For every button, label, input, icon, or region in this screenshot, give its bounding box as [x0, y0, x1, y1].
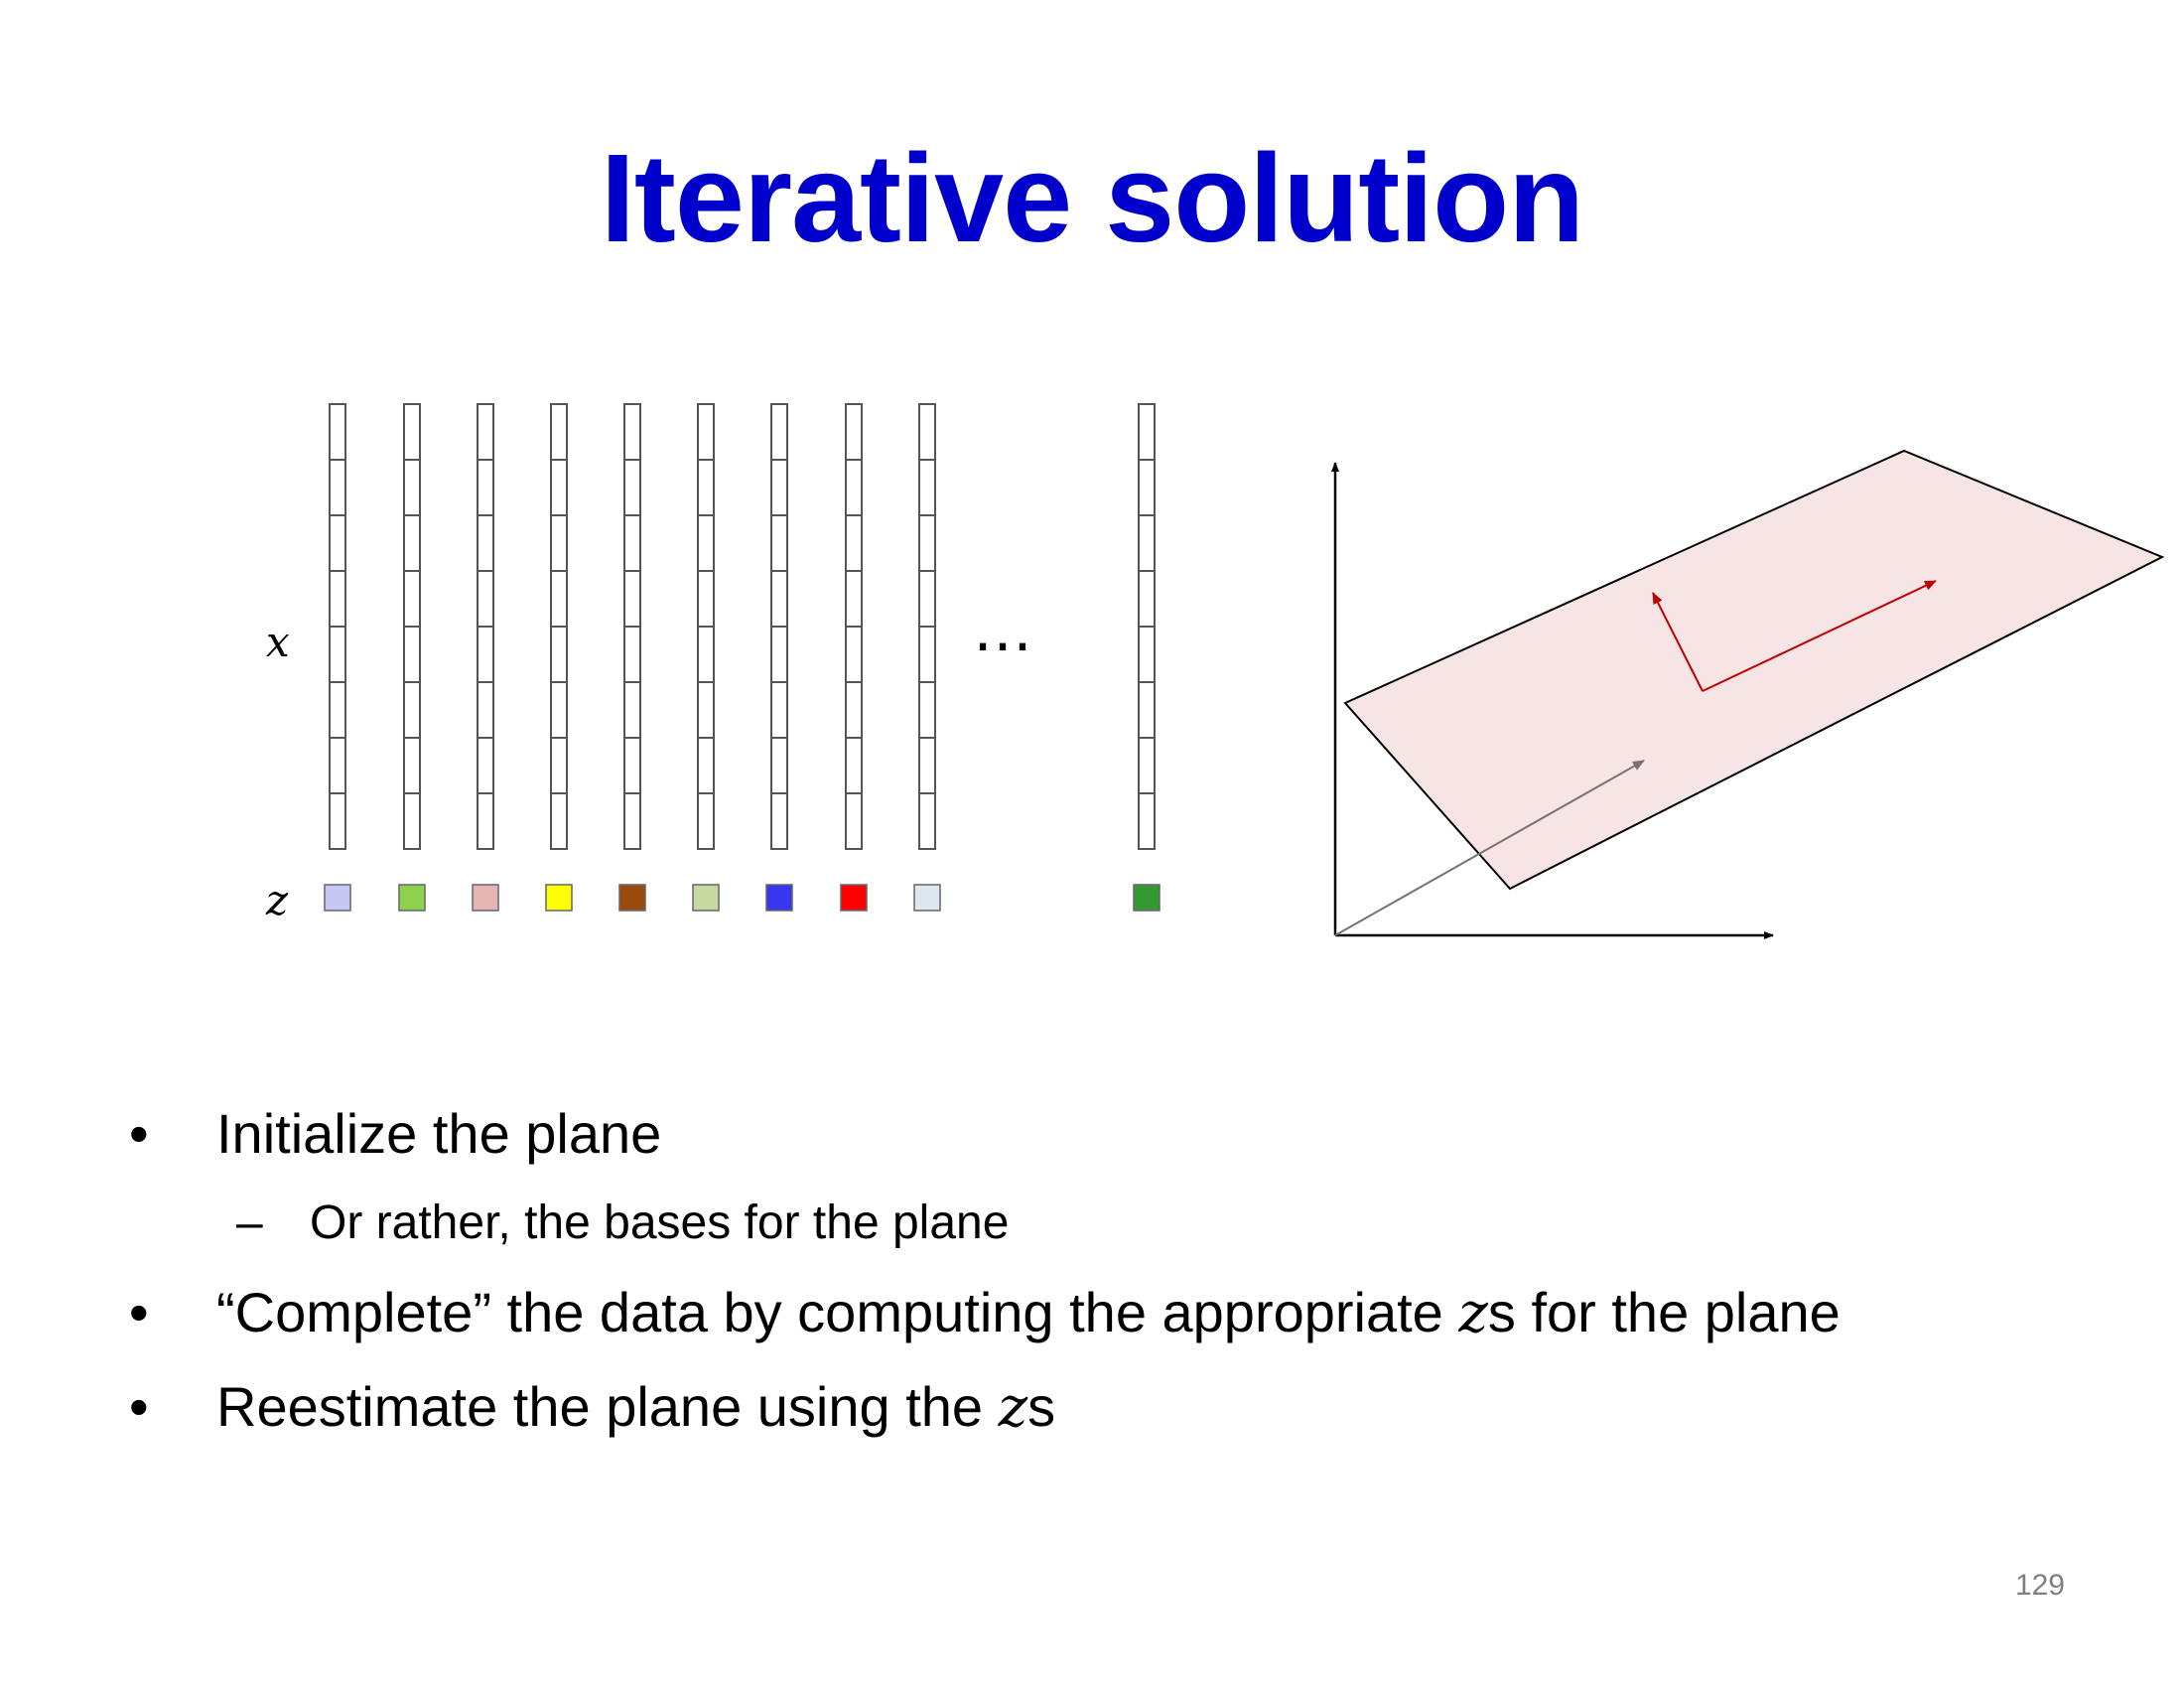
- z-color-box: [618, 884, 646, 912]
- z-color-box: [545, 884, 573, 912]
- plane-plot: [1331, 449, 2165, 939]
- data-column-vector: [623, 403, 641, 850]
- z-color-box: [765, 884, 793, 912]
- bullet-marker: •: [129, 1281, 149, 1343]
- z-value-boxes: [324, 884, 1160, 912]
- z-label: z: [266, 876, 289, 924]
- principal-plane: [1343, 449, 2165, 891]
- z-color-box: [913, 884, 941, 912]
- basis-vector-1: [1652, 592, 1704, 692]
- data-column-vector: [1138, 403, 1156, 850]
- x-label: x: [266, 618, 290, 666]
- ellipsis: …: [973, 596, 1036, 665]
- math-z: z: [998, 1375, 1028, 1440]
- data-column-vector: [845, 403, 863, 850]
- z-color-box: [324, 884, 351, 912]
- data-column-vector: [403, 403, 421, 850]
- data-column-vector: [918, 403, 936, 850]
- bullet-marker: •: [129, 1375, 149, 1438]
- data-column-vector: [697, 403, 715, 850]
- bullet-list: • Initialize the plane – Or rather, the …: [129, 1087, 2115, 1455]
- bullet-text: Initialize the plane: [216, 1102, 662, 1165]
- data-column-vector: [770, 403, 788, 850]
- basis-vector-2: [1702, 580, 1937, 692]
- page-number: 129: [2014, 1569, 2065, 1602]
- data-column-vector: [329, 403, 346, 850]
- bullet-text-pre: “Complete” the data by computing the app…: [216, 1281, 1459, 1343]
- sub-bullet-item: – Or rather, the bases for the plane: [129, 1181, 2115, 1266]
- bullet-item: • Reestimate the plane using the zs: [129, 1360, 2115, 1455]
- bullet-item: • Initialize the plane: [129, 1087, 2115, 1181]
- bullet-text-pre: Reestimate the plane using the: [216, 1375, 999, 1438]
- math-z: z: [1458, 1281, 1488, 1345]
- z-axis: [1334, 760, 1645, 936]
- dash-marker: –: [236, 1196, 263, 1249]
- data-column-vector: [477, 403, 494, 850]
- slide-title: Iterative solution: [600, 128, 1584, 268]
- z-color-box: [840, 884, 868, 912]
- data-vector-columns: [329, 403, 1156, 850]
- sub-bullet-text: Or rather, the bases for the plane: [310, 1196, 1010, 1249]
- bullet-item: • “Complete” the data by computing the a…: [129, 1266, 2115, 1360]
- bullet-marker: •: [129, 1102, 149, 1165]
- z-color-box: [1133, 884, 1160, 912]
- z-color-box: [472, 884, 499, 912]
- data-column-vector: [550, 403, 568, 850]
- z-color-box: [692, 884, 720, 912]
- bullet-text-post: s for the plane: [1487, 1281, 1841, 1343]
- bullet-text-post: s: [1027, 1375, 1056, 1438]
- z-color-box: [398, 884, 426, 912]
